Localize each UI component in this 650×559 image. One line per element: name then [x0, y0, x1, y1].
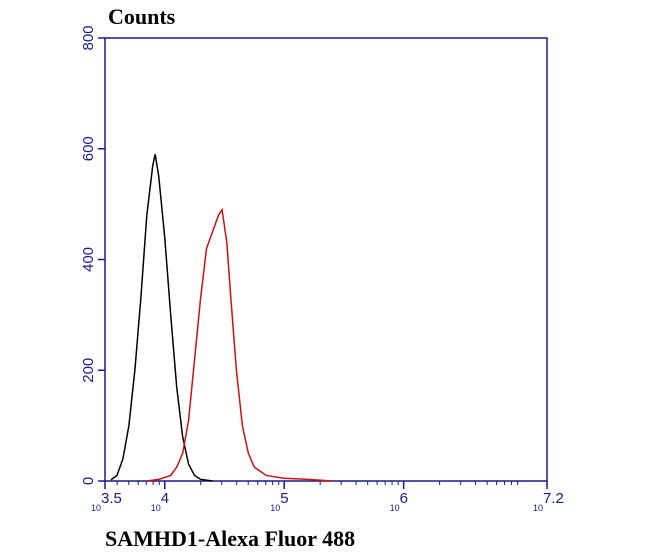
tick-base: 10 — [533, 503, 543, 513]
tick-base: 10 — [390, 503, 400, 513]
x-tick-label: 106 — [390, 490, 408, 513]
x-tick-label: 103.5 — [91, 490, 122, 513]
tick-exponent: 5 — [280, 490, 288, 507]
y-tick-label: 800 — [80, 25, 97, 50]
tick-exponent: 7.2 — [543, 490, 564, 507]
y-tick-label: 600 — [80, 136, 97, 161]
y-tick-label: 200 — [80, 358, 97, 383]
tick-base: 10 — [91, 503, 101, 513]
x-tick-label: 105 — [270, 490, 288, 513]
tick-exponent: 6 — [400, 490, 408, 507]
chart-title: Counts — [108, 4, 176, 29]
tick-exponent: 4 — [161, 490, 169, 507]
plot-frame — [104, 37, 548, 482]
histogram-line — [146, 207, 333, 482]
y-tick-label: 400 — [80, 247, 97, 272]
x-tick-label: 107.2 — [533, 490, 564, 513]
x-tick-label: 104 — [151, 490, 169, 513]
y-tick-label: 0 — [80, 477, 97, 485]
tick-base: 10 — [151, 503, 161, 513]
tick-exponent: 3.5 — [101, 490, 122, 507]
x-axis-label: SAMHD1-Alexa Fluor 488 — [105, 526, 355, 551]
tick-base: 10 — [270, 503, 280, 513]
histogram-line — [110, 154, 213, 482]
